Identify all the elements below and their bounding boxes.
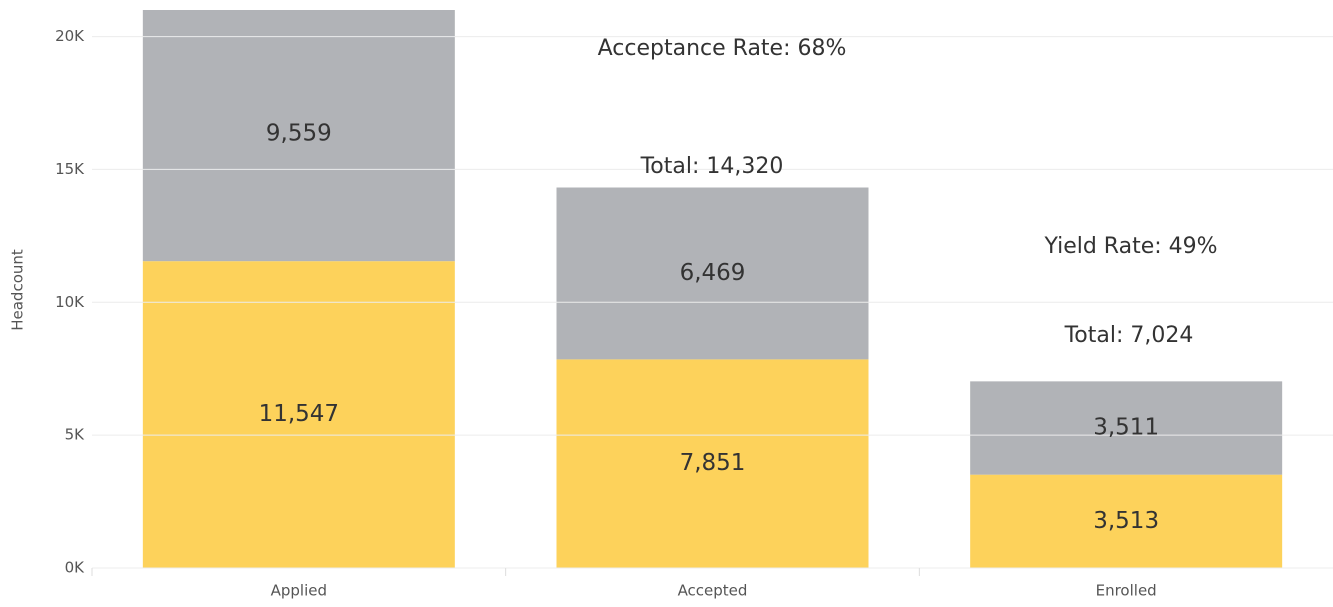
bar-segment [556,359,869,568]
y-tick-label: 15K [55,160,85,178]
y-tick-label: 20K [55,27,85,45]
value-label: 3,511 [1093,415,1159,441]
annotation: Yield Rate: 49% [1043,234,1217,259]
value-label: 6,469 [680,260,746,286]
value-label: 11,547 [259,401,339,427]
value-label: 7,851 [680,450,746,476]
y-tick-label: 0K [65,559,86,577]
y-axis-label: Headcount [9,249,27,331]
value-label: 3,513 [1093,508,1159,534]
value-label: 9,559 [266,121,332,147]
x-tick-label: Accepted [678,582,748,600]
y-tick-label: 5K [65,426,86,444]
y-tick-label: 10K [55,293,85,311]
annotation: Acceptance Rate: 68% [598,36,847,61]
plot-area [142,10,1283,568]
bar-segment [970,474,1283,568]
bar-segment [142,261,455,568]
annotation: Total: 14,320 [640,154,784,179]
bar-segment [142,10,455,262]
x-tick-label: Applied [271,582,327,600]
x-tick-label: Enrolled [1096,582,1157,600]
bar-segment [970,381,1283,475]
bar-segment [556,187,869,360]
annotation: Total: 7,024 [1064,323,1194,348]
